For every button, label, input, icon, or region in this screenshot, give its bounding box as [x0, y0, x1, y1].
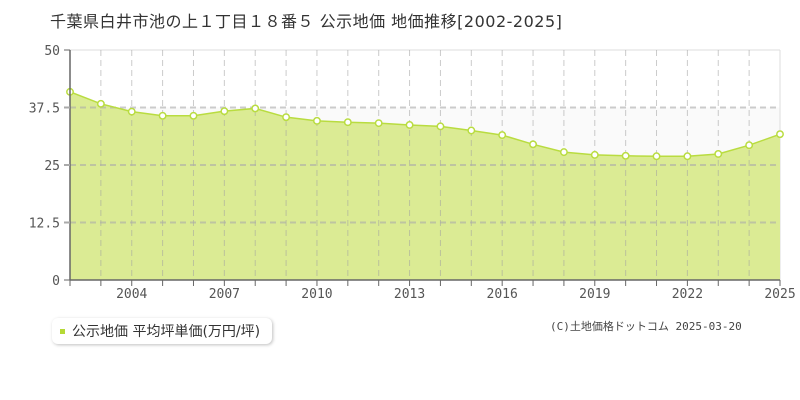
x-tick-label: 2025 — [764, 287, 795, 302]
data-point[interactable] — [590, 150, 599, 159]
data-point[interactable] — [343, 118, 352, 127]
data-point[interactable] — [127, 107, 136, 116]
legend[interactable]: 公示地価 平均坪単価(万円/坪) — [52, 318, 273, 344]
y-tick-label: 37.5 — [29, 102, 60, 117]
data-point[interactable] — [313, 116, 321, 125]
legend-label: 公示地価 平均坪単価(万円/坪) — [72, 324, 261, 340]
area-fill — [70, 91, 780, 280]
y-tick-label: 50 — [44, 44, 60, 59]
data-point[interactable] — [714, 150, 723, 158]
data-point[interactable] — [745, 141, 754, 150]
data-point[interactable] — [374, 119, 383, 128]
data-point[interactable] — [621, 151, 630, 160]
data-point[interactable] — [220, 107, 229, 116]
data-line — [69, 91, 781, 158]
chart-title: 千葉県白井市池の上１丁目１８番５ 公示地価 地価推移[2002-2025] — [50, 12, 563, 31]
data-point[interactable] — [559, 148, 568, 157]
data-point[interactable] — [467, 126, 476, 135]
x-tick-label: 2022 — [672, 287, 703, 302]
data-point[interactable] — [405, 121, 414, 129]
data-point[interactable] — [652, 152, 661, 161]
copyright-text: (C)土地価格ドットコム 2025-03-20 — [550, 320, 742, 333]
data-point[interactable] — [776, 130, 784, 139]
x-tick-label: 2004 — [116, 287, 147, 302]
x-tick-label: 2016 — [487, 287, 518, 302]
x-tick-label: 2010 — [301, 287, 332, 302]
x-tick-label: 2019 — [579, 287, 610, 302]
data-point[interactable] — [251, 104, 260, 113]
data-point[interactable] — [683, 152, 692, 161]
data-point[interactable] — [436, 122, 445, 131]
y-tick-label: 12.5 — [29, 217, 60, 232]
y-tick-label: 0 — [52, 274, 60, 289]
y-tick-label: 25 — [44, 159, 60, 174]
data-point[interactable] — [282, 113, 291, 122]
data-point[interactable] — [189, 111, 198, 120]
x-tick-label: 2013 — [394, 287, 425, 302]
data-point[interactable] — [96, 99, 105, 108]
legend-swatch-icon — [60, 328, 65, 334]
data-point[interactable] — [498, 131, 507, 140]
x-tick-label: 2007 — [209, 287, 240, 302]
data-point[interactable] — [529, 140, 537, 149]
data-point[interactable] — [158, 111, 167, 120]
